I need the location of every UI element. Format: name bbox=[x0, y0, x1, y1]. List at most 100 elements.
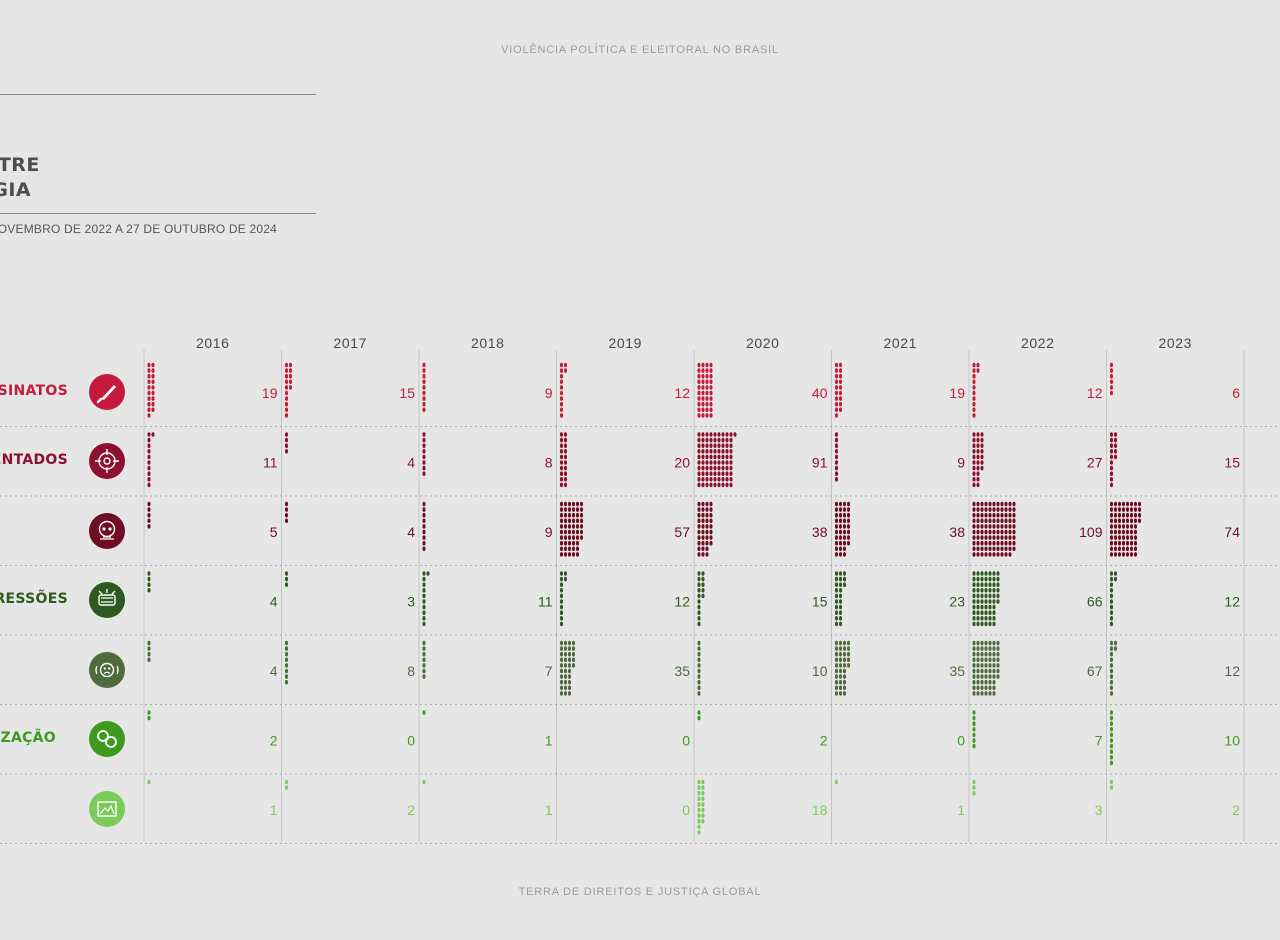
data-dot bbox=[992, 668, 996, 674]
value-label-2016: 4 bbox=[270, 663, 278, 679]
data-dot bbox=[705, 507, 709, 512]
chart-title: SÉRIE HISTÓRICA: CASOS DE VIOLÊNCIA POLÍ… bbox=[0, 154, 40, 201]
data-dot bbox=[972, 721, 976, 726]
data-dot bbox=[976, 593, 980, 599]
data-dot bbox=[713, 432, 717, 437]
data-dot bbox=[1109, 646, 1114, 651]
data-dot bbox=[1109, 540, 1114, 546]
data-dot bbox=[980, 524, 984, 529]
data-dot bbox=[996, 540, 1000, 546]
data-dot bbox=[705, 465, 709, 471]
data-dot bbox=[834, 465, 839, 471]
data-dot bbox=[972, 657, 976, 663]
data-dot bbox=[1008, 552, 1012, 557]
data-dot bbox=[972, 552, 976, 557]
value-label-2019: 0 bbox=[682, 802, 690, 818]
data-dot bbox=[1012, 501, 1016, 507]
data-dot bbox=[701, 790, 705, 796]
data-dot bbox=[559, 471, 564, 477]
dot-cluster-2021 bbox=[834, 432, 839, 482]
target-icon bbox=[89, 443, 125, 480]
data-dot bbox=[996, 593, 1000, 599]
data-dot bbox=[284, 571, 289, 576]
data-dot bbox=[1109, 593, 1114, 599]
data-dot bbox=[284, 576, 289, 582]
data-dot bbox=[992, 599, 996, 604]
data-dot bbox=[697, 471, 701, 477]
data-dot bbox=[972, 604, 976, 610]
data-dot bbox=[284, 657, 289, 663]
data-dot bbox=[422, 449, 426, 454]
data-dot bbox=[697, 368, 701, 373]
data-dot bbox=[422, 540, 426, 546]
data-dot bbox=[834, 524, 839, 529]
report-header: VIOLÊNCIA POLÍTICA E ELEITORAL NO BRASIL bbox=[501, 44, 779, 56]
handcuffs-icon bbox=[89, 721, 125, 758]
data-dot bbox=[705, 368, 709, 373]
data-dot bbox=[976, 571, 980, 576]
data-dot bbox=[701, 401, 705, 407]
data-dot bbox=[1113, 646, 1118, 651]
data-dot bbox=[725, 432, 729, 437]
data-dot bbox=[1109, 727, 1114, 732]
data-dot bbox=[834, 477, 839, 482]
data-dot bbox=[842, 668, 847, 674]
data-dot bbox=[288, 379, 293, 385]
dot-cluster-2020 bbox=[697, 640, 701, 696]
data-dot bbox=[972, 373, 976, 379]
dot-cluster-2023 bbox=[1109, 710, 1114, 766]
data-dot bbox=[1133, 507, 1138, 512]
data-dot bbox=[992, 621, 996, 627]
data-dot bbox=[992, 576, 996, 582]
data-dot bbox=[147, 588, 151, 593]
knife-icon bbox=[89, 373, 125, 410]
data-dot bbox=[1133, 518, 1138, 524]
data-dot bbox=[697, 437, 701, 443]
data-dot bbox=[992, 535, 996, 540]
data-dot bbox=[709, 454, 713, 460]
data-dot bbox=[422, 674, 426, 679]
data-dot bbox=[697, 674, 701, 679]
data-dot bbox=[1133, 529, 1138, 535]
data-dot bbox=[976, 640, 980, 646]
data-dot bbox=[422, 362, 426, 368]
data-dot bbox=[717, 482, 721, 488]
data-dot bbox=[284, 646, 289, 651]
data-dot bbox=[984, 529, 988, 535]
dot-cluster-2023 bbox=[1109, 779, 1114, 790]
data-dot bbox=[1125, 512, 1130, 518]
data-dot bbox=[996, 512, 1000, 518]
data-dot bbox=[559, 454, 564, 460]
data-dot bbox=[992, 663, 996, 668]
data-dot bbox=[563, 691, 568, 696]
data-dot bbox=[284, 449, 289, 454]
data-dot bbox=[838, 401, 843, 407]
data-dot bbox=[705, 501, 709, 507]
data-dot bbox=[559, 507, 564, 512]
data-dot bbox=[984, 588, 988, 593]
data-dot bbox=[834, 685, 839, 691]
data-dot bbox=[846, 540, 851, 546]
data-dot bbox=[559, 621, 564, 627]
data-dot bbox=[992, 640, 996, 646]
data-dot bbox=[988, 535, 992, 540]
data-dot bbox=[976, 507, 980, 512]
dot-cluster-2020 bbox=[697, 362, 713, 418]
data-dot bbox=[972, 396, 976, 401]
data-dot bbox=[992, 552, 996, 557]
data-dot bbox=[701, 512, 705, 518]
data-dot bbox=[729, 482, 733, 488]
data-dot bbox=[838, 691, 843, 696]
data-dot bbox=[147, 477, 151, 482]
data-dot bbox=[838, 651, 843, 657]
data-dot bbox=[1109, 460, 1114, 465]
data-dot bbox=[988, 646, 992, 651]
data-dot bbox=[1137, 507, 1142, 512]
data-dot bbox=[709, 437, 713, 443]
data-dot bbox=[1004, 518, 1008, 524]
dot-cluster-2020 bbox=[697, 779, 705, 835]
row-label-wrap: ASSASSINATOS bbox=[0, 380, 80, 404]
data-dot bbox=[980, 646, 984, 651]
data-dot bbox=[972, 449, 976, 454]
data-dot bbox=[559, 501, 564, 507]
